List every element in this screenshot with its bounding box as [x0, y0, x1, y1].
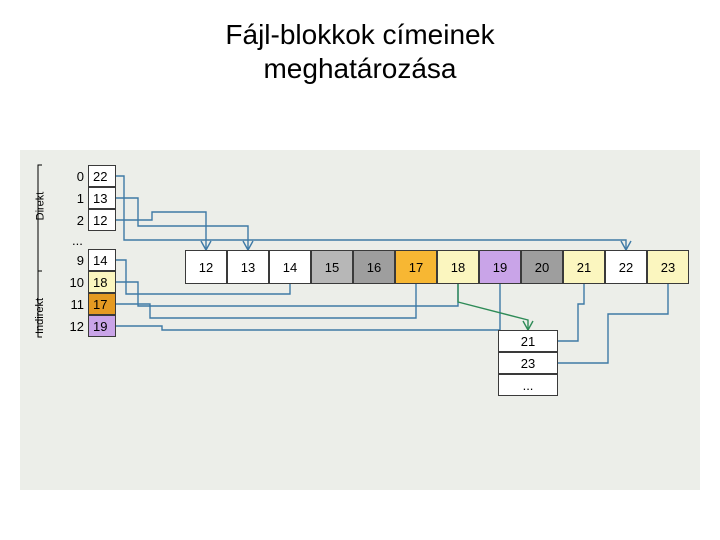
block-19: 19	[479, 250, 521, 284]
inode-idx-11: 11	[60, 293, 88, 315]
indtable-row-0: 21	[498, 330, 558, 352]
inode-idx-12: 12	[60, 315, 88, 337]
block-14: 14	[269, 250, 311, 284]
block-13: 13	[227, 250, 269, 284]
block-23: 23	[647, 250, 689, 284]
inode-val-9: 14	[88, 249, 116, 271]
inode-val-1: 13	[88, 187, 116, 209]
inode-val-11: 17	[88, 293, 116, 315]
inode-idx-10: 10	[60, 271, 88, 293]
block-21: 21	[563, 250, 605, 284]
indtable-row-2: ...	[498, 374, 558, 396]
page-title: Fájl-blokkok címeinek meghatározása	[0, 0, 720, 85]
title-line-2: meghatározása	[263, 53, 456, 84]
connection-lines	[20, 150, 700, 490]
title-line-1: Fájl-blokkok címeinek	[225, 19, 494, 50]
block-12: 12	[185, 250, 227, 284]
diagram-stage: ...022113212914101811171219DirektIndirek…	[20, 150, 700, 490]
block-17: 17	[395, 250, 437, 284]
label-direkt: Direkt	[34, 192, 46, 221]
inode-ellipsis: ...	[72, 233, 83, 248]
inode-val-10: 18	[88, 271, 116, 293]
block-16: 16	[353, 250, 395, 284]
inode-val-0: 22	[88, 165, 116, 187]
inode-idx-1: 1	[60, 187, 88, 209]
inode-val-12: 19	[88, 315, 116, 337]
inode-idx-0: 0	[60, 165, 88, 187]
inode-idx-2: 2	[60, 209, 88, 231]
block-22: 22	[605, 250, 647, 284]
block-20: 20	[521, 250, 563, 284]
label-indirekt: Indirekt	[34, 298, 46, 334]
block-18: 18	[437, 250, 479, 284]
inode-idx-9: 9	[60, 249, 88, 271]
inode-val-2: 12	[88, 209, 116, 231]
indtable-row-1: 23	[498, 352, 558, 374]
block-15: 15	[311, 250, 353, 284]
